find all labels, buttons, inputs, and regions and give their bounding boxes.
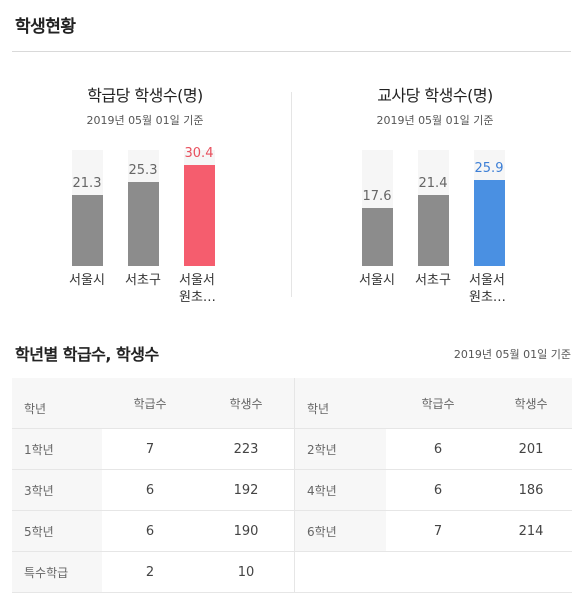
empty-cell	[490, 551, 572, 593]
students-cell: 214	[490, 510, 572, 552]
teacher-ratio-title: 교사당 학생수(명)	[377, 86, 493, 105]
bar-value-label: 25.3	[128, 163, 158, 178]
class-size-panel: 학급당 학생수(명) 2019년 05월 01일 기준	[10, 82, 280, 128]
grades-table: 학년 학급수 학생수 학년 학급수 학생수 1학년 7 223 2학년 6 20…	[12, 378, 572, 593]
header-students: 학생수	[198, 378, 295, 429]
classes-cell: 2	[102, 551, 198, 593]
bar-value-label: 30.4	[184, 146, 214, 161]
class-size-date: 2019년 05월 01일 기준	[86, 114, 204, 127]
bar	[417, 195, 449, 266]
grade-cell: 3학년	[12, 469, 102, 511]
table-row: 3학년 6 192 4학년 6 186	[12, 469, 572, 511]
classes-cell: 6	[102, 510, 198, 552]
bar-category-label: 서울서원초…	[469, 273, 506, 305]
students-cell: 192	[198, 469, 295, 511]
bar-track	[183, 150, 215, 266]
grade-cell: 특수학급	[12, 551, 102, 593]
class-size-chart: 21.3 서울시 25.3 서초구 30.4 서울서원초…	[10, 146, 280, 310]
table-row: 특수학급 2 10	[12, 551, 572, 593]
bar-track	[71, 150, 103, 266]
section-title: 학생현황	[15, 17, 76, 37]
bar	[183, 165, 215, 266]
students-cell: 201	[490, 428, 572, 470]
bar-track	[417, 150, 449, 266]
grade-cell: 1학년	[12, 428, 102, 470]
header-grade: 학년	[294, 378, 386, 429]
empty-cell	[386, 551, 490, 593]
bar-category-label: 서울시	[69, 273, 105, 288]
classes-cell: 6	[386, 428, 490, 470]
bar-track	[473, 150, 505, 266]
bar	[361, 208, 393, 266]
teacher-ratio-panel: 교사당 학생수(명) 2019년 05월 01일 기준	[300, 82, 570, 128]
classes-cell: 6	[386, 469, 490, 511]
grades-title: 학년별 학급수, 학생수	[15, 345, 159, 364]
grade-cell: 2학년	[294, 428, 386, 470]
grade-cell: 4학년	[294, 469, 386, 511]
students-cell: 223	[198, 428, 295, 470]
header-classes: 학급수	[386, 378, 490, 429]
bar-category-label: 서울시	[359, 273, 395, 288]
grades-date: 2019년 05월 01일 기준	[453, 348, 571, 361]
header-grade: 학년	[12, 378, 102, 429]
bar-category-label: 서초구	[415, 273, 451, 288]
table-header-row: 학년 학급수 학생수 학년 학급수 학생수	[12, 378, 572, 429]
bar-category-label: 서초구	[125, 273, 161, 288]
title-divider	[12, 51, 571, 52]
students-cell: 10	[198, 551, 295, 593]
classes-cell: 7	[102, 428, 198, 470]
classes-cell: 6	[102, 469, 198, 511]
teacher-ratio-date: 2019년 05월 01일 기준	[376, 114, 494, 127]
bar-track	[361, 150, 393, 266]
bar-value-label: 21.3	[72, 176, 102, 191]
grade-cell: 6학년	[294, 510, 386, 552]
grade-cell: 5학년	[12, 510, 102, 552]
bar	[71, 195, 103, 266]
bar-value-label: 17.6	[362, 189, 392, 204]
teacher-ratio-chart: 17.6 서울시 21.4 서초구 25.9 서울서원초…	[300, 150, 570, 310]
bar-value-label: 21.4	[418, 176, 448, 191]
panel-divider	[291, 92, 292, 297]
students-cell: 186	[490, 469, 572, 511]
class-size-title: 학급당 학생수(명)	[87, 86, 203, 105]
table-row: 1학년 7 223 2학년 6 201	[12, 428, 572, 470]
students-cell: 190	[198, 510, 295, 552]
bar	[127, 182, 159, 266]
classes-cell: 7	[386, 510, 490, 552]
bar-track	[127, 150, 159, 266]
table-row: 5학년 6 190 6학년 7 214	[12, 510, 572, 552]
bar-category-label: 서울서원초…	[179, 273, 216, 305]
empty-cell	[294, 551, 386, 593]
header-classes: 학급수	[102, 378, 198, 429]
bar	[473, 180, 505, 266]
header-students: 학생수	[490, 378, 572, 429]
bar-value-label: 25.9	[474, 161, 504, 176]
